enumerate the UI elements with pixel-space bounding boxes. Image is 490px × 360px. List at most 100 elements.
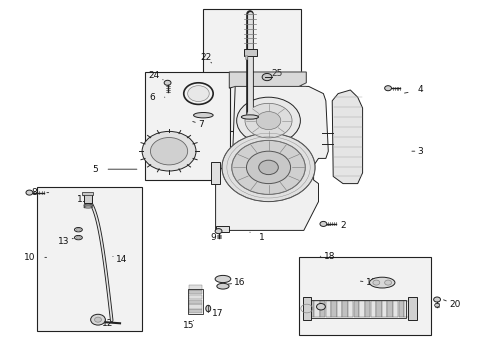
Text: 9: 9 (210, 230, 220, 242)
Circle shape (26, 190, 33, 195)
Text: 14: 14 (113, 255, 127, 264)
Circle shape (256, 112, 281, 130)
Bar (325, 301, 331, 317)
Text: 5: 5 (93, 165, 137, 174)
Bar (244, 49, 257, 56)
Circle shape (434, 297, 441, 302)
Circle shape (76, 236, 80, 239)
Circle shape (222, 133, 315, 202)
Bar (189, 304, 202, 309)
Circle shape (320, 221, 327, 226)
Bar (299, 257, 431, 335)
Circle shape (232, 140, 305, 194)
Circle shape (164, 80, 171, 85)
Text: 4: 4 (405, 85, 423, 94)
Bar (189, 309, 202, 313)
Polygon shape (216, 86, 328, 230)
Bar (309, 301, 314, 317)
Bar (320, 301, 325, 317)
Bar (303, 297, 311, 320)
Bar (337, 301, 342, 317)
Bar (354, 301, 359, 317)
Text: 20: 20 (443, 300, 461, 309)
Bar (404, 301, 410, 317)
Text: 18: 18 (320, 252, 335, 261)
Circle shape (215, 229, 222, 234)
Text: 8: 8 (31, 188, 49, 197)
Bar (314, 301, 319, 317)
Circle shape (385, 86, 392, 91)
Text: 16: 16 (228, 278, 246, 287)
Ellipse shape (84, 204, 93, 206)
Bar (82, 192, 93, 195)
Bar (189, 285, 202, 290)
Text: 11: 11 (76, 195, 88, 208)
Text: 12: 12 (98, 320, 114, 328)
Bar (145, 72, 230, 180)
Text: 1: 1 (250, 232, 265, 242)
Bar (388, 301, 393, 317)
Ellipse shape (84, 206, 93, 208)
Bar (84, 193, 92, 203)
Text: 25: 25 (268, 69, 283, 78)
Bar (308, 300, 406, 318)
Circle shape (435, 303, 440, 307)
Bar (370, 301, 376, 317)
Circle shape (317, 303, 325, 310)
Bar (216, 226, 229, 232)
Text: 24: 24 (149, 71, 163, 80)
Ellipse shape (74, 235, 82, 240)
Circle shape (142, 131, 196, 171)
Bar (188, 289, 203, 314)
Polygon shape (229, 72, 306, 88)
Bar (203, 9, 301, 131)
Bar (382, 301, 387, 317)
Circle shape (246, 151, 291, 184)
Circle shape (76, 228, 80, 231)
Text: 22: 22 (200, 53, 212, 63)
Ellipse shape (242, 115, 259, 119)
Text: 13: 13 (58, 237, 74, 246)
Text: 7: 7 (193, 120, 204, 129)
Circle shape (245, 103, 292, 138)
Ellipse shape (217, 283, 229, 289)
Bar (348, 301, 353, 317)
Bar (359, 301, 365, 317)
Circle shape (237, 97, 300, 144)
Bar (189, 295, 202, 299)
Text: 21: 21 (324, 303, 339, 312)
Bar (331, 301, 337, 317)
Circle shape (373, 280, 380, 285)
Text: 23: 23 (262, 122, 274, 132)
Polygon shape (332, 90, 363, 184)
Ellipse shape (74, 228, 82, 232)
Circle shape (95, 317, 101, 322)
Circle shape (188, 86, 209, 102)
Bar (189, 300, 202, 304)
Bar (37, 187, 142, 331)
Circle shape (385, 280, 392, 285)
Ellipse shape (206, 305, 211, 312)
Circle shape (150, 138, 188, 165)
Bar (365, 301, 370, 317)
Text: 10: 10 (24, 253, 47, 262)
Bar (245, 55, 247, 59)
Bar (393, 301, 398, 317)
Text: 3: 3 (412, 147, 423, 156)
Bar (189, 290, 202, 294)
Text: 2: 2 (326, 220, 346, 230)
Bar (211, 162, 220, 184)
Bar (399, 301, 404, 317)
Ellipse shape (369, 277, 395, 288)
Text: 6: 6 (149, 93, 165, 102)
Circle shape (262, 73, 272, 81)
Text: 17: 17 (207, 309, 224, 318)
Circle shape (91, 314, 105, 325)
Bar (376, 301, 382, 317)
Bar (343, 301, 348, 317)
Text: 15: 15 (183, 320, 195, 330)
Text: 19: 19 (361, 278, 377, 287)
Ellipse shape (215, 275, 231, 283)
Ellipse shape (194, 112, 213, 118)
Circle shape (259, 160, 278, 175)
